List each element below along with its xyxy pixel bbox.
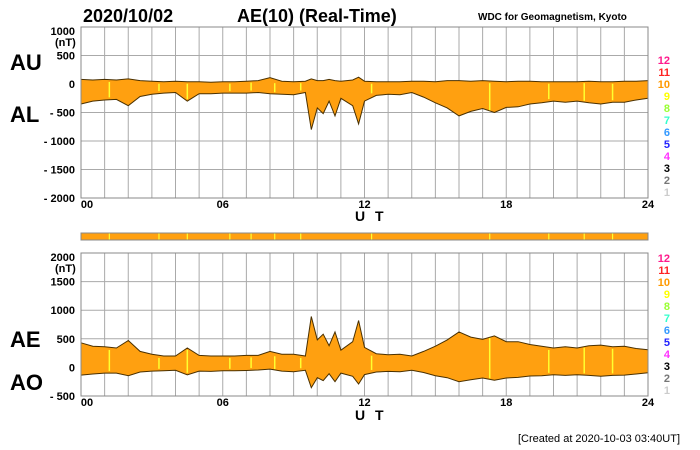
y-tick-label: 500 (57, 51, 75, 63)
series-line-au (80, 76, 649, 83)
chart-date: 2020/10/02 (83, 6, 173, 26)
series-label-ae: AE (10, 327, 41, 352)
station-count-legend-item: 7 (664, 313, 670, 325)
station-count-legend-item: 1 (664, 187, 670, 199)
x-tick-label: 06 (217, 397, 229, 409)
station-count-legend-item: 11 (658, 67, 670, 79)
y-tick-label: 2000 (51, 252, 75, 264)
station-count-legend-item: 1 (664, 385, 670, 397)
x-tick-label: 18 (500, 397, 512, 409)
series-label-al: AL (10, 102, 39, 127)
series-fill-band (81, 316, 648, 388)
station-count-strip (80, 232, 649, 241)
chart-source: WDC for Geomagnetism, Kyoto (478, 12, 627, 23)
x-tick-label: 18 (500, 199, 512, 211)
series-line-al (80, 91, 649, 130)
station-count-legend-item: 4 (664, 349, 671, 361)
x-tick-label: 00 (81, 199, 93, 211)
station-count-legend-item: 4 (664, 151, 671, 163)
plot-frame (80, 26, 649, 199)
y-tick-label: - 2000 (44, 193, 75, 205)
series-line-ae (80, 316, 649, 357)
station-count-legend-item: 3 (664, 163, 670, 175)
plot-frame (80, 252, 649, 397)
station-count-legend-item: 8 (664, 103, 670, 115)
y-tick-label: 500 (57, 334, 75, 346)
chart-title: AE(10) (Real-Time) (237, 6, 397, 26)
y-tick-label: - 500 (50, 391, 75, 403)
y-tick-label: 1000 (51, 26, 75, 38)
station-count-legend-item: 6 (664, 325, 670, 337)
station-count-legend-item: 5 (664, 139, 670, 151)
y-tick-label: - 1500 (44, 165, 75, 177)
x-axis-label-bottom: U T (355, 407, 387, 423)
series-label-au: AU (10, 50, 42, 75)
y-tick-label: - 1000 (44, 136, 75, 148)
x-tick-label: 00 (81, 397, 93, 409)
created-timestamp: [Created at 2020-10-03 03:40UT] (518, 433, 680, 445)
x-tick-label: 24 (642, 199, 655, 211)
series-line-ao (80, 368, 649, 389)
station-count-legend-item: 3 (664, 361, 670, 373)
x-tick-label: 24 (642, 397, 655, 409)
station-count-legend-item: 12 (658, 253, 670, 265)
x-tick-label: 12 (358, 199, 370, 211)
x-tick-label: 12 (358, 397, 370, 409)
station-count-legend-item: 11 (658, 265, 670, 277)
station-count-legend-item: 8 (664, 301, 670, 313)
station-count-legend-item: 9 (664, 91, 670, 103)
station-count-legend-item: 2 (664, 175, 670, 187)
series-fill-band (81, 77, 648, 130)
y-tick-label: - 500 (50, 108, 75, 120)
station-count-legend-item: 12 (658, 55, 670, 67)
x-axis-label-top: U T (355, 208, 387, 224)
y-tick-label: 1500 (51, 277, 75, 289)
y-tick-label: 0 (69, 79, 75, 91)
station-count-legend-item: 10 (658, 277, 670, 289)
station-count-legend-item: 6 (664, 127, 670, 139)
x-tick-label: 06 (217, 199, 229, 211)
y-unit-top: (nT) (55, 37, 76, 49)
series-label-ao: AO (10, 370, 43, 395)
station-count-legend-item: 2 (664, 373, 670, 385)
station-count-legend-item: 10 (658, 79, 670, 91)
y-tick-label: 0 (69, 362, 75, 374)
station-count-legend-item: 5 (664, 337, 670, 349)
y-unit-bottom: (nT) (55, 263, 76, 275)
y-tick-label: 1000 (51, 305, 75, 317)
station-count-legend-item: 9 (664, 289, 670, 301)
station-count-legend-item: 7 (664, 115, 670, 127)
